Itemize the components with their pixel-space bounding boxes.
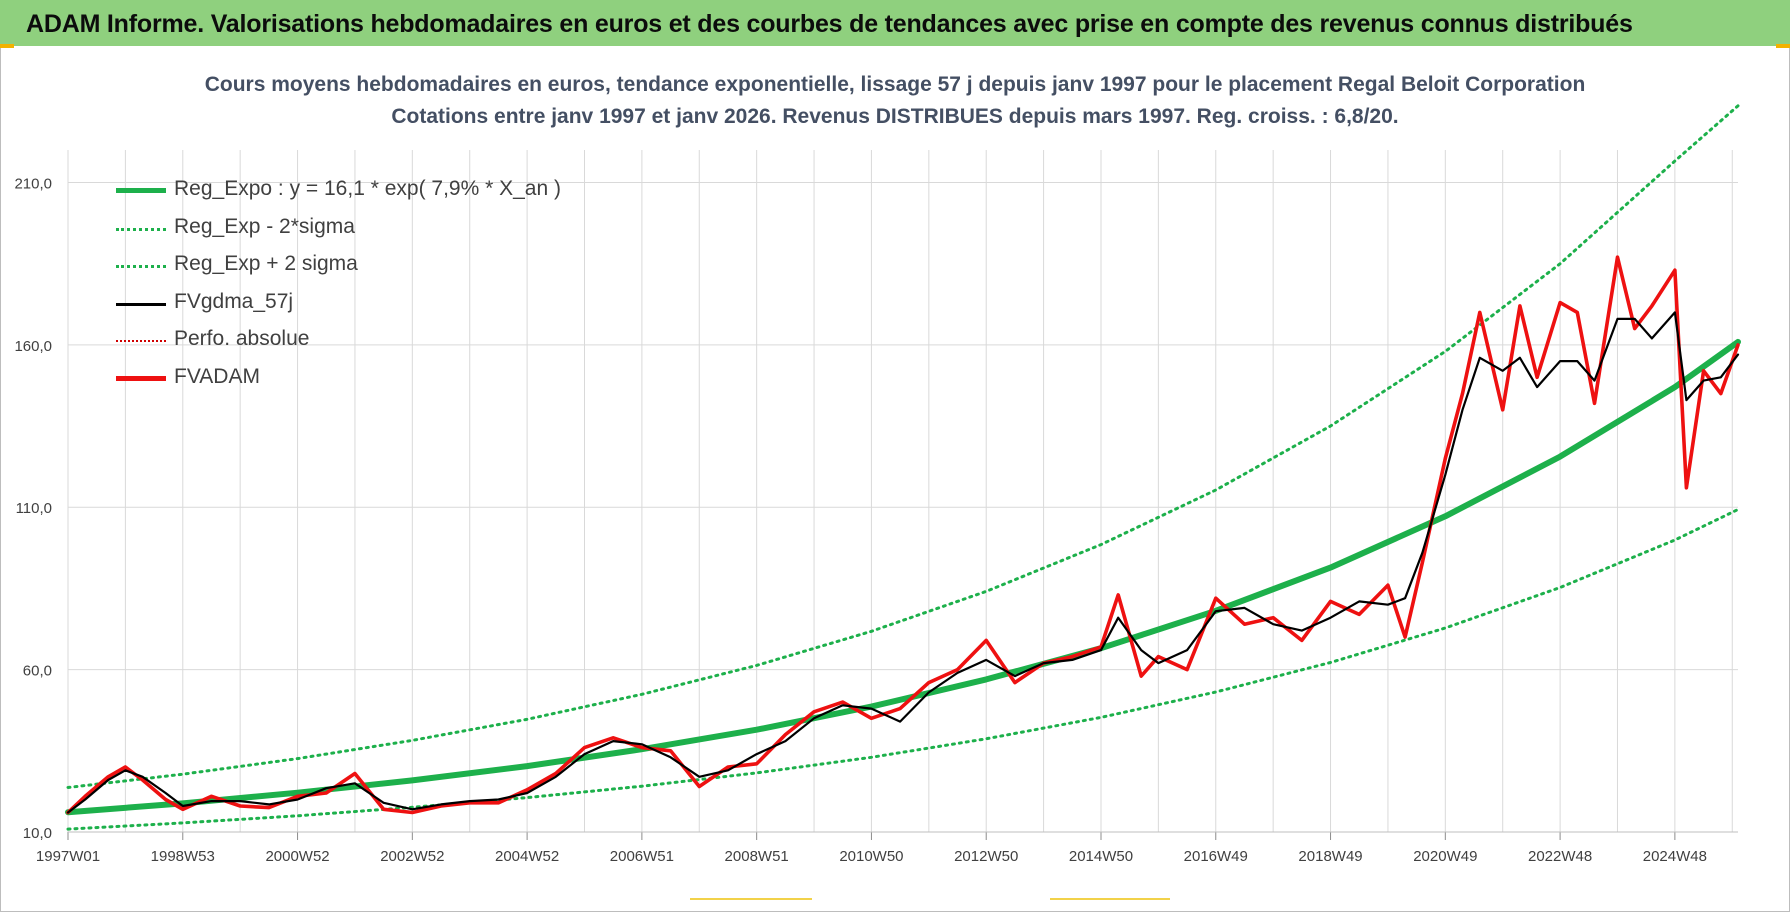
chart-subtitle: Cotations entre janv 1997 et janv 2026. … — [391, 105, 1399, 128]
x-tick-label: 2024W48 — [1643, 848, 1707, 865]
y-tick-label: 10,0 — [23, 825, 52, 842]
chart-title: Cours moyens hebdomadaires en euros, ten… — [204, 73, 1586, 96]
x-tick-label: 2008W51 — [725, 848, 789, 865]
legend-label: Reg_Exp + 2 sigma — [174, 252, 358, 275]
bottom-accent-right — [1050, 898, 1170, 900]
legend-swatch-solid-red — [116, 375, 166, 381]
legend-label: Perfo. absolue — [174, 327, 310, 350]
y-tick-label: 110,0 — [16, 500, 52, 517]
grid-layer — [67, 150, 1738, 833]
x-tick-label: 2010W50 — [839, 848, 903, 865]
series-reg-exp-minus-2sigma — [66, 508, 1740, 831]
legend-swatch-dotted-red — [116, 340, 166, 342]
x-tick-label: 2016W49 — [1184, 848, 1248, 865]
x-tick-label: 2006W51 — [610, 848, 674, 865]
corner-accent-left — [0, 44, 14, 48]
y-tick-label: 210,0 — [14, 175, 52, 192]
legend-swatch-solid-green — [116, 188, 166, 193]
x-tick-label: 2000W52 — [265, 848, 329, 865]
y-tick-label: 160,0 — [14, 338, 52, 355]
x-tick-label: 2014W50 — [1069, 848, 1133, 865]
y-tick-label: 60,0 — [23, 663, 52, 680]
x-tick-label: 2022W48 — [1528, 848, 1592, 865]
x-tick-label: 2018W49 — [1298, 848, 1362, 865]
legend-label: FVgdma_57j — [174, 289, 294, 313]
y-axis-ticks: 10,0 60,0 110,0 160,0 210,0 — [14, 175, 52, 842]
legend-swatch-dotted-green — [116, 227, 166, 231]
x-tick-label: 1998W53 — [151, 848, 215, 865]
series-fvgdma-57j — [66, 311, 1740, 814]
x-axis-ticks: 1997W01 1998W53 2000W52 2002W52 2004W52 2006W… — [36, 831, 1738, 865]
legend-label: Reg_Exp - 2*sigma — [174, 214, 355, 238]
bottom-accent-left — [690, 898, 812, 900]
legend-label: FVADAM — [174, 364, 260, 388]
report-title: ADAM Informe. Valorisations hebdomadaire… — [26, 10, 1633, 38]
series-reg-expo — [65, 338, 1741, 816]
series-layer — [65, 104, 1741, 831]
series-reg-exp-plus-2sigma — [66, 104, 1740, 789]
x-tick-label: 2002W52 — [380, 848, 444, 865]
x-tick-label: 2020W49 — [1413, 848, 1477, 865]
legend-label: Reg_Expo : y = 16,1 * exp( 7,9% * X_an ) — [174, 177, 561, 200]
legend-swatch-dotted-green — [116, 265, 166, 268]
x-tick-label: 1997W01 — [36, 848, 100, 865]
report-banner: ADAM Informe. Valorisations hebdomadaire… — [0, 0, 1790, 46]
x-tick-label: 2004W52 — [495, 848, 559, 865]
corner-accent-right — [1776, 44, 1790, 48]
series-fvadam — [66, 255, 1740, 815]
x-tick-label: 2012W50 — [954, 848, 1018, 865]
legend-swatch-solid-black — [116, 302, 166, 306]
